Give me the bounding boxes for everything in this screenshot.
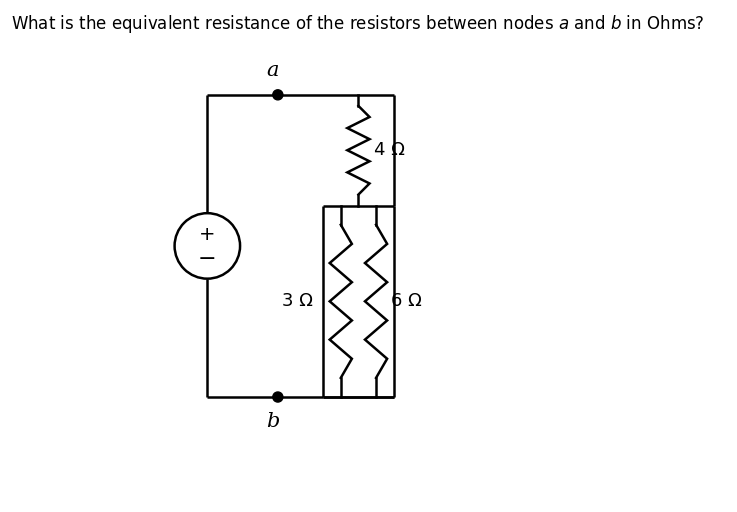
Text: 3 Ω: 3 Ω <box>282 292 313 310</box>
Text: 6 Ω: 6 Ω <box>391 292 422 310</box>
Text: −: − <box>198 248 217 268</box>
Text: +: + <box>199 225 216 244</box>
Circle shape <box>273 392 283 402</box>
Circle shape <box>273 90 283 100</box>
Text: 4 Ω: 4 Ω <box>374 141 405 159</box>
Text: b: b <box>266 412 279 431</box>
Text: a: a <box>267 61 279 80</box>
Text: What is the equivalent resistance of the resistors between nodes $a$ and $b$ in : What is the equivalent resistance of the… <box>11 13 705 35</box>
